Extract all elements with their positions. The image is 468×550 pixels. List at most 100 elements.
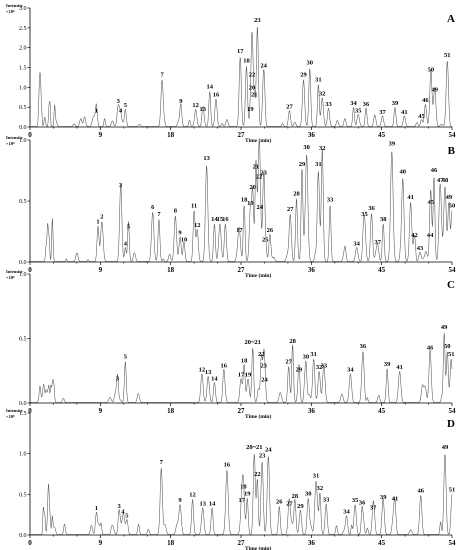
peak-label: 9 [178,497,182,504]
peak-label: 31 [310,351,317,358]
peak-label: 37 [379,109,386,116]
peak-label: 15 [217,216,224,223]
peak-label: 34 [353,240,360,247]
y-axis-label: Intensity [6,408,24,413]
peak-label: 18 [241,357,248,364]
peak-label: 39 [392,100,399,107]
peak-label: 46 [417,487,424,494]
x-tick-label: 0 [28,131,32,139]
x-tick-label: 27 [238,131,246,139]
peak-label: 36 [359,500,366,507]
y-axis-unit: ×10⁸ [6,275,15,280]
peak-label: 28 [289,338,296,345]
peak-label: 23 [260,362,267,369]
y-tick-label: 0.5 [19,105,27,111]
x-tick-label: 27 [238,407,246,415]
peak-label: 46 [422,97,429,104]
peak-label: 17 [237,48,244,55]
peak-label: 20~21 [246,444,262,451]
panel-label: B [448,145,456,157]
peak-label: 30 [303,353,310,360]
peak-label: 26 [276,499,283,506]
peak-label: 36 [368,205,375,212]
y-tick-label: 1.5 [19,66,27,72]
x-tick-label: 54 [449,407,457,415]
peak-label: 30 [305,491,312,498]
x-tick-label: 45 [378,407,386,415]
peak-label: 17 [236,227,243,234]
peak-label: 37 [370,504,377,511]
peak-label: 41 [392,495,399,502]
panel-a: 0 9 18 27 36 45 540.00.51.01.52.02.53.0Intensi… [6,3,456,144]
x-tick-label: 9 [99,407,103,415]
y-tick-label: 0.5 [19,199,27,205]
x-tick-label: 45 [378,131,386,139]
peak-label: 5 [124,102,128,109]
peak-label: 3 [117,98,121,105]
peak-label: 31 [313,473,320,480]
peak-label: 1 [95,505,98,512]
peak-label: 1 [96,218,99,225]
peak-label: 33 [327,196,334,203]
y-tick-label: 1.5 [19,411,27,417]
peak-label: 45 [428,199,435,206]
peak-label: 34 [343,508,350,515]
peak-label: 27 [287,206,294,213]
y-tick-label: 0.5 [19,492,27,498]
peak-label: 3 [116,375,120,382]
peak-label: 33 [325,101,332,108]
y-tick-label: 0.0 [19,260,27,266]
peak-label: 39 [384,361,391,368]
y-tick-label: 2.5 [19,26,27,32]
x-tick-label: 45 [378,539,386,547]
peak-label: 10 [181,237,188,244]
peak-label: 18 [241,196,248,203]
x-tick-label: 36 [308,131,316,139]
peak-label: 13 [199,500,206,507]
peak-label: 17 [238,371,245,378]
peak-label: 44 [427,232,434,239]
peak-label: 22 [256,173,263,180]
peak-label: 16 [221,362,228,369]
x-tick-label: 54 [449,266,457,274]
x-tick-label: 36 [308,266,316,274]
peak-label: 27 [286,103,293,110]
peak-label: 26 [267,227,274,234]
peak-label: 34 [350,100,357,107]
x-tick-label: 18 [167,539,175,547]
peak-label: 7 [160,72,164,79]
peak-label: 4 [121,508,125,515]
x-tick-label: 36 [308,407,316,415]
y-tick-label: 1.0 [19,138,27,144]
peak-label: 35 [361,211,368,218]
x-tick-label: 9 [99,266,103,274]
y-axis-unit: ×10⁸ [6,141,15,146]
peak-label: 4 [119,107,123,114]
peak-label: 42 [411,232,418,239]
peak-label: 29 [296,366,303,373]
y-tick-label: 1.0 [19,452,27,458]
x-tick-label: 54 [449,131,457,139]
peak-label: 38 [380,216,387,223]
peak-label: 49 [432,86,439,93]
peak-label: 14 [206,84,213,91]
peak-label: 8 [174,207,178,214]
y-tick-label: 0.0 [19,125,27,131]
x-tick-label: 54 [449,539,457,547]
peak-label: 41 [396,364,403,371]
peak-label: 9 [178,229,182,236]
peak-label: 50 [449,203,456,210]
panel-label: A [447,13,455,25]
peak-label: 46 [427,344,434,351]
x-tick-label: 9 [99,539,103,547]
peak-label: 1 [95,107,98,114]
y-axis-label: Intensity [6,135,24,140]
panel-label: C [447,279,455,291]
peak-label: 23 [260,170,267,177]
x-tick-label: 45 [378,266,386,274]
peak-label: 20~21 [245,339,261,346]
y-tick-label: 1.0 [19,85,27,91]
peak-label: 30 [307,60,314,67]
peak-label: 23 [254,17,261,24]
